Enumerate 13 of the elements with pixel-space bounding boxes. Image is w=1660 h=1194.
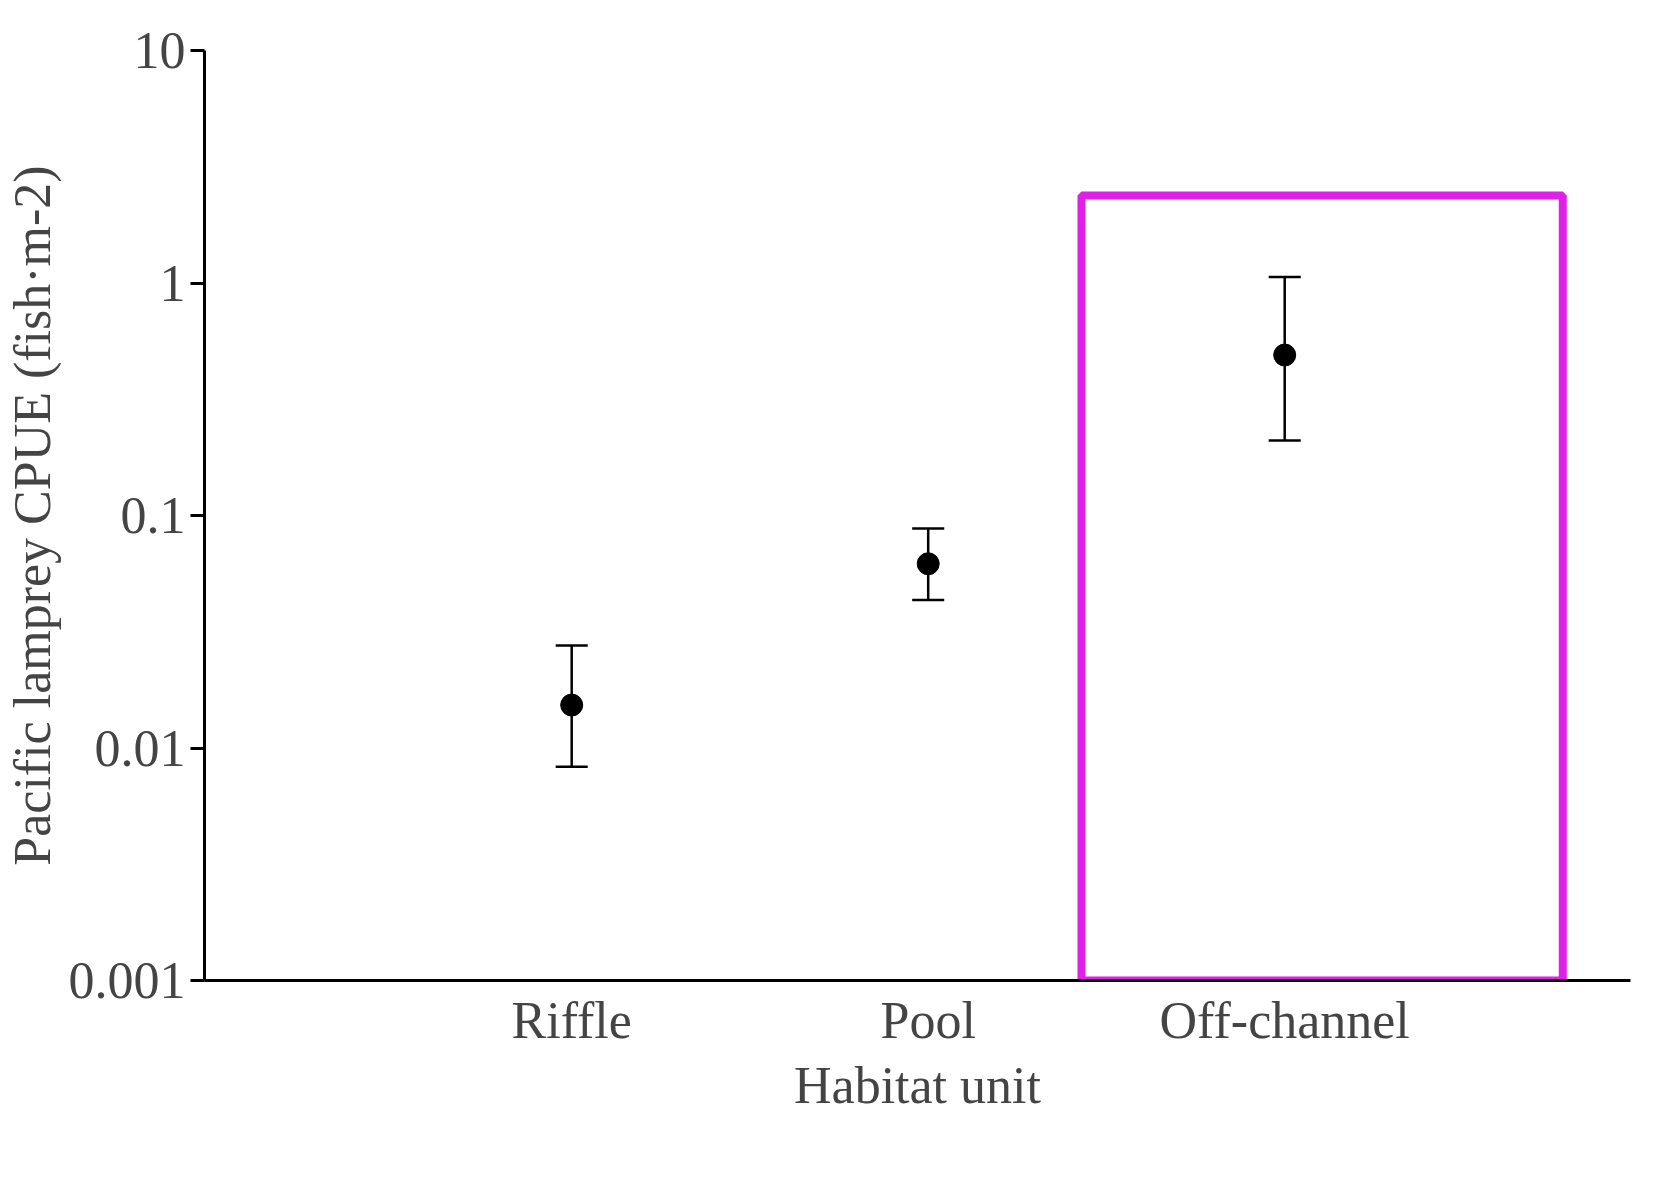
point xyxy=(1273,343,1297,367)
x-tick-label: Pool xyxy=(880,991,976,1049)
y-tick-label: 0.01 xyxy=(94,719,186,777)
x-tick-label: Riffle xyxy=(511,991,632,1049)
x-tick-label: Off-channel xyxy=(1159,991,1410,1049)
point xyxy=(916,552,940,576)
y-tick-label: 0.001 xyxy=(68,952,186,1009)
point xyxy=(560,693,584,717)
y-axis-title: Pacific lamprey CPUE (fish·m-2) xyxy=(3,165,62,866)
y-tick-label: 0.1 xyxy=(120,487,186,544)
y-tick-label: 1 xyxy=(159,254,186,312)
x-axis-title: Habitat unit xyxy=(794,1056,1042,1114)
y-tick-label: 10 xyxy=(133,22,186,79)
